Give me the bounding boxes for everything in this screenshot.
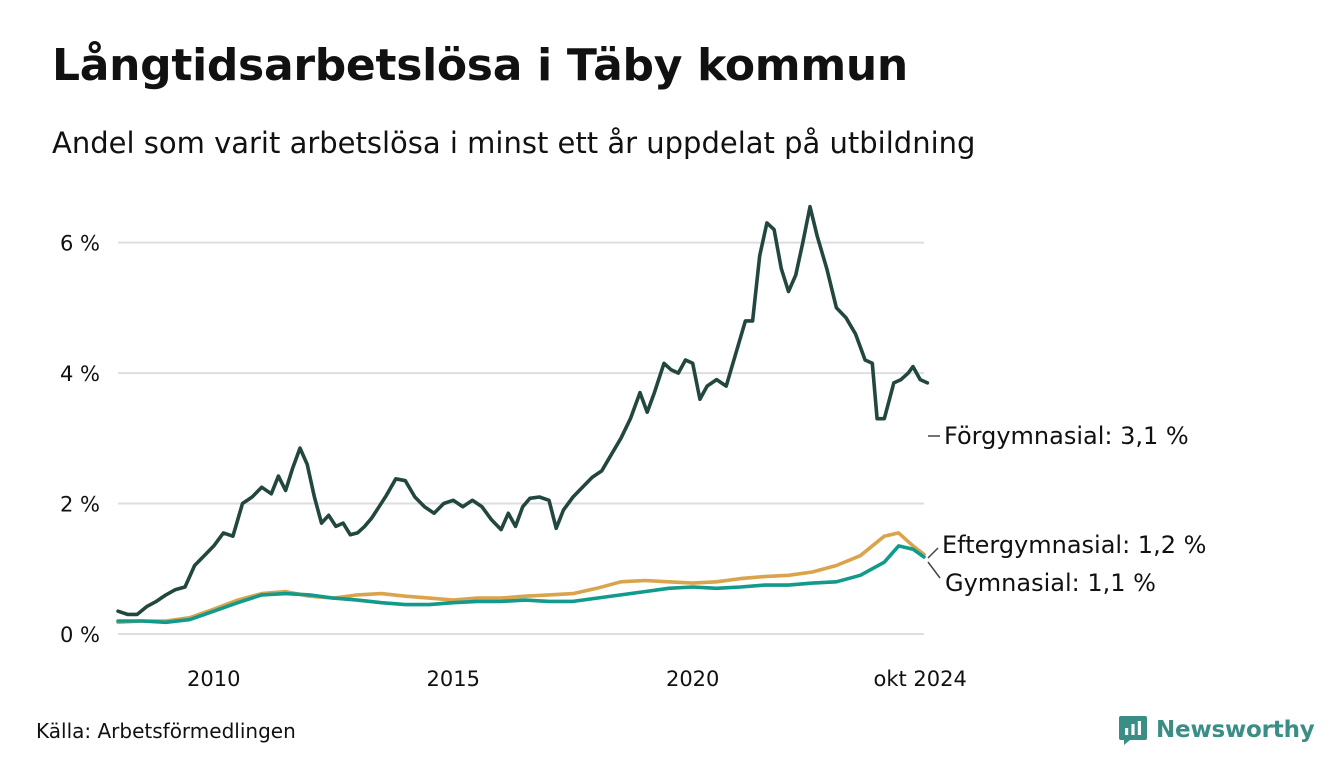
chart-title: Långtidsarbetslösa i Täby kommun <box>52 40 908 91</box>
x-tick-label: 2020 <box>666 667 719 691</box>
series-line-gymnasial <box>116 544 926 625</box>
y-tick-label: 6 % <box>60 232 100 256</box>
x-tick-label: okt 2024 <box>873 667 966 691</box>
series-line-förgymnasial <box>116 204 930 617</box>
chart-subtitle: Andel som varit arbetslösa i minst ett å… <box>52 126 976 160</box>
series-lines <box>116 204 930 625</box>
brand-name: Newsworthy <box>1156 717 1315 743</box>
newsworthy-brand[interactable]: Newsworthy <box>1118 714 1315 746</box>
y-tick-label: 4 % <box>60 362 100 386</box>
x-axis-ticks: 2010 2015 2020 okt 2024 <box>187 667 967 691</box>
line-chart: 0 % 2 % 4 % 6 % 2010 2015 2020 okt 2024 Förgym… <box>60 204 1206 691</box>
series-label-förgymnasial: Förgymnasial: 3,1 % <box>944 422 1189 450</box>
x-tick-label: 2015 <box>427 667 480 691</box>
label-leader <box>927 547 939 559</box>
grid-lines <box>118 241 924 635</box>
series-label-gymnasial: Gymnasial: 1,1 % <box>945 569 1156 597</box>
y-tick-label: 2 % <box>60 493 100 517</box>
y-axis-ticks: 0 % 2 % 4 % 6 % <box>60 232 100 647</box>
source-note: Källa: Arbetsförmedlingen <box>36 719 296 743</box>
x-tick-label: 2010 <box>187 667 240 691</box>
newsworthy-logo-icon <box>1119 716 1147 745</box>
series-label-eftergymnasial: Eftergymnasial: 1,2 % <box>942 531 1206 559</box>
label-leader <box>927 561 941 579</box>
series-line-eftergymnasial <box>116 531 926 625</box>
y-tick-label: 0 % <box>60 623 100 647</box>
series-labels: Förgymnasial: 3,1 % Eftergymnasial: 1,2 %… <box>927 422 1206 597</box>
